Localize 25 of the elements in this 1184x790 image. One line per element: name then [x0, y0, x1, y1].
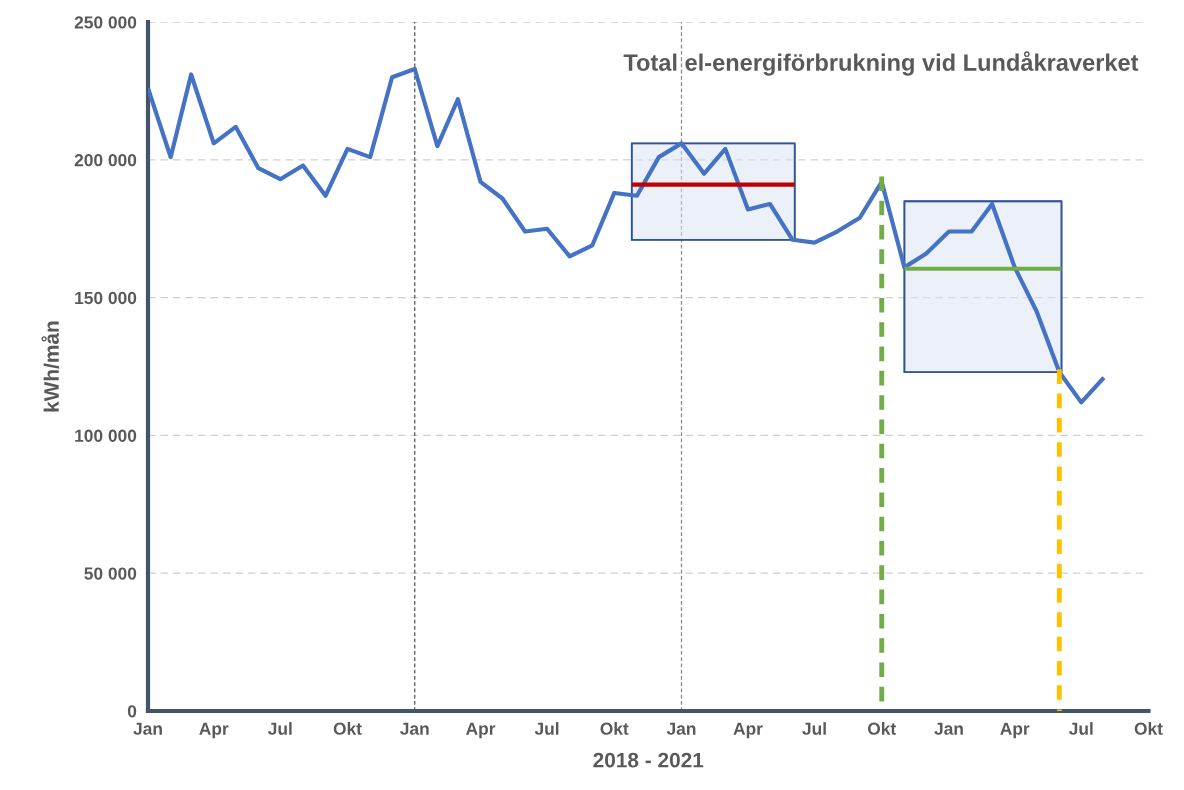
- x-tick-label: Jan: [133, 722, 162, 735]
- y-tick-label: 0: [127, 705, 137, 718]
- y-tick-label: 200 000: [74, 154, 137, 167]
- y-tick-label: 150 000: [75, 291, 137, 305]
- x-tick-label: Jul: [1068, 722, 1093, 735]
- y-axis-title: kWh/mån: [41, 321, 60, 412]
- x-tick-label: Jan: [400, 722, 429, 735]
- x-tick-label: Apr: [466, 722, 496, 739]
- x-tick-label: Okt: [333, 722, 362, 735]
- text: Total el-energiförbrukning vid Lundåkraverket: [623, 51, 1139, 76]
- x-tick-label: Apr: [733, 722, 763, 739]
- x-tick-label: Apr: [199, 722, 229, 739]
- x-axis-title: 2018 - 2021: [593, 752, 704, 768]
- x-tick-label: Okt: [600, 722, 629, 735]
- x-tick-label: Jan: [934, 722, 963, 735]
- x-tick-label: Jan: [666, 722, 696, 735]
- x-tick-label: Okt: [1134, 722, 1163, 735]
- x-tick-label: Jul: [268, 722, 292, 735]
- x-tick-label: Jul: [534, 722, 559, 735]
- x-tick-label: Okt: [867, 722, 896, 735]
- y-tick-label: 50 000: [84, 567, 137, 580]
- x-tick-label: Jul: [802, 722, 826, 735]
- x-tick-label: Apr: [1000, 722, 1030, 739]
- y-tick-label: 250 000: [74, 16, 137, 29]
- y-tick-label: 100 000: [75, 429, 137, 442]
